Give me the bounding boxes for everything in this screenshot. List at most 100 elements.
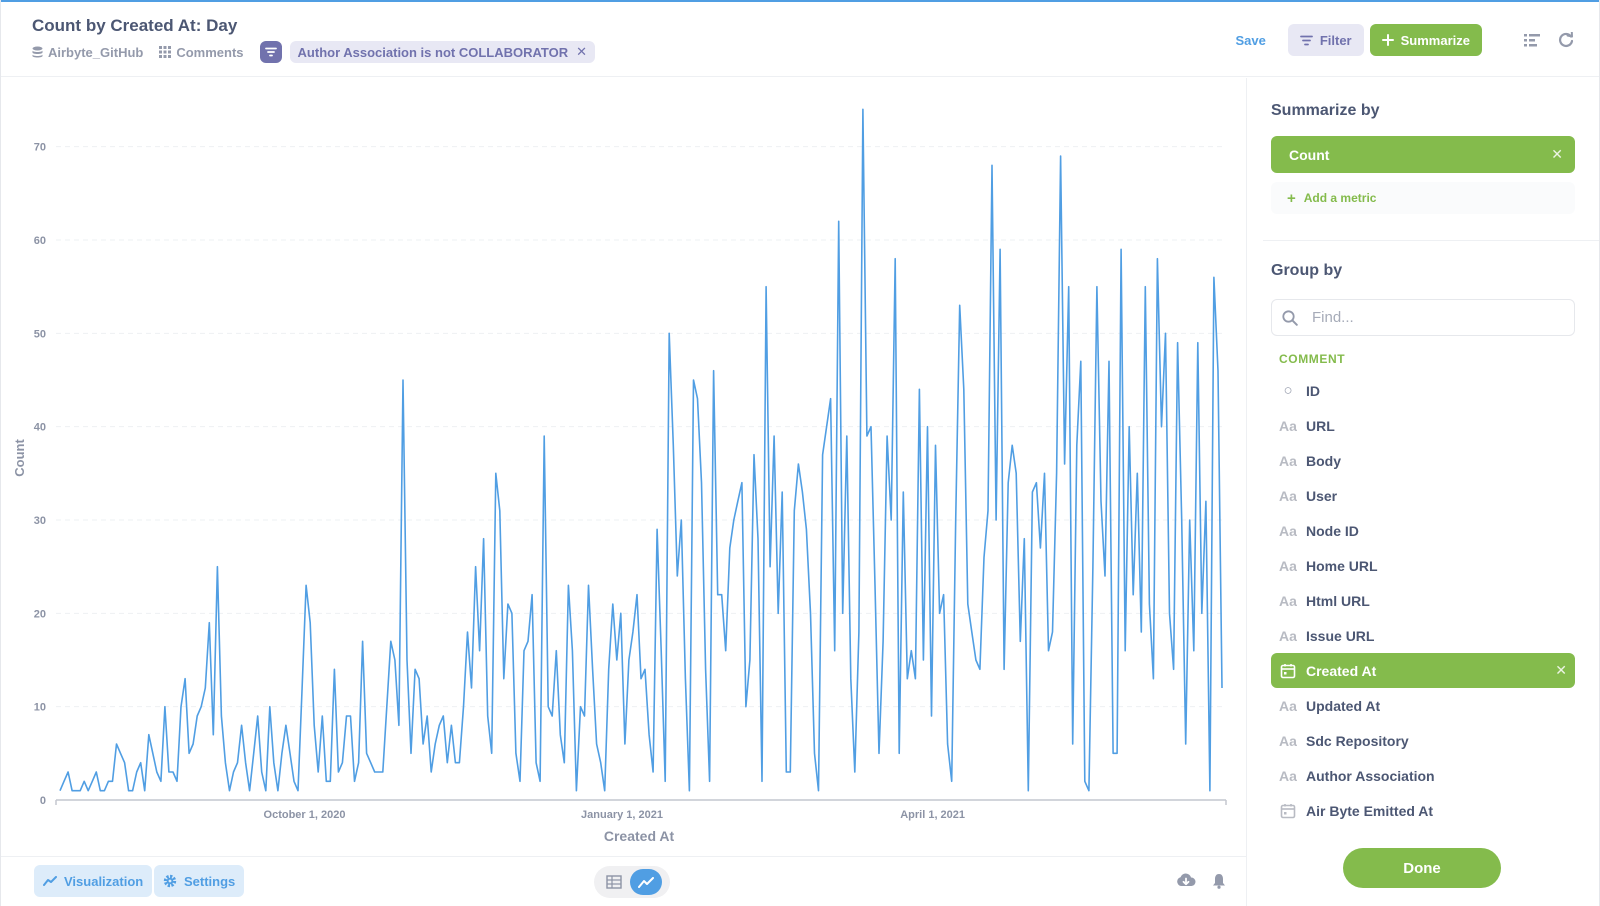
series-line[interactable] bbox=[59, 108, 1223, 792]
column-item-label: Issue URL bbox=[1306, 627, 1375, 644]
text-icon: Aa bbox=[1279, 627, 1297, 644]
column-item-label: Html URL bbox=[1306, 592, 1370, 609]
text-icon: Aa bbox=[1279, 522, 1297, 539]
add-metric-label: Add a metric bbox=[1303, 191, 1377, 205]
line-chart[interactable]: 0 10 20 30 40 50 60 70 October 1, 2020 January 1,… bbox=[0, 78, 1246, 856]
y-tick-label: 0 bbox=[40, 795, 46, 807]
group-search bbox=[1271, 299, 1575, 336]
metric-count[interactable]: Count ✕ bbox=[1271, 136, 1575, 173]
filter-button[interactable]: Filter bbox=[1287, 24, 1364, 56]
column-item-label: Home URL bbox=[1306, 557, 1378, 574]
summarize-button[interactable]: Summarize bbox=[1369, 24, 1482, 56]
y-tick-label: 70 bbox=[34, 142, 46, 154]
divider bbox=[1263, 240, 1599, 241]
column-item[interactable]: Aa Author Association bbox=[1271, 758, 1575, 793]
filter-button-label: Filter bbox=[1319, 32, 1352, 48]
settings-button[interactable]: Settings bbox=[154, 865, 245, 897]
y-tick-label: 10 bbox=[34, 702, 46, 714]
search-input[interactable] bbox=[1312, 309, 1542, 326]
text-icon: Aa bbox=[1279, 557, 1297, 574]
close-icon[interactable]: ✕ bbox=[1555, 662, 1567, 678]
add-metric-button[interactable]: + Add a metric bbox=[1271, 182, 1575, 214]
column-item[interactable]: Created At ✕ bbox=[1271, 653, 1575, 688]
table-group-label: COMMENT bbox=[1279, 352, 1346, 366]
text-icon: Aa bbox=[1279, 417, 1297, 434]
x-tick-label: April 1, 2021 bbox=[900, 809, 965, 821]
y-tick-label: 50 bbox=[34, 328, 46, 340]
calendar-icon bbox=[1279, 803, 1297, 819]
summarize-by-title: Summarize by bbox=[1271, 102, 1380, 119]
calendar-icon bbox=[1279, 663, 1297, 679]
text-icon: Aa bbox=[1279, 452, 1297, 469]
text-icon: Aa bbox=[1279, 487, 1297, 504]
summarize-sidebar: Summarize by Count ✕ + Add a metric Grou… bbox=[1246, 78, 1599, 906]
x-axis-label: Created At bbox=[604, 828, 675, 844]
save-button[interactable]: Save bbox=[1235, 32, 1266, 48]
visualization-button-label: Visualization bbox=[64, 873, 144, 889]
grid-icon bbox=[159, 46, 172, 58]
column-item-label: Created At bbox=[1306, 662, 1377, 679]
x-tick-label: January 1, 2021 bbox=[581, 809, 663, 821]
column-item[interactable]: ○ ID bbox=[1271, 373, 1575, 408]
group-by-title: Group by bbox=[1271, 262, 1343, 279]
gear-icon bbox=[163, 874, 177, 888]
column-item[interactable]: Aa Issue URL bbox=[1271, 618, 1575, 653]
column-item-label: Updated At bbox=[1306, 697, 1381, 714]
line-chart-icon bbox=[43, 876, 57, 886]
column-item-label: ID bbox=[1306, 382, 1320, 399]
breadcrumb: Airbyte_GitHub Comments Author Associati… bbox=[32, 40, 596, 64]
refresh-icon[interactable] bbox=[1558, 32, 1574, 48]
column-item-label: Author Association bbox=[1306, 767, 1435, 784]
column-item[interactable]: Aa URL bbox=[1271, 408, 1575, 443]
column-item[interactable]: Aa Updated At bbox=[1271, 688, 1575, 723]
column-item[interactable]: Aa Sdc Repository bbox=[1271, 723, 1575, 758]
filter-pill-label: Author Association is not COLLABORATOR bbox=[297, 44, 569, 60]
column-item[interactable]: Aa User bbox=[1271, 478, 1575, 513]
visualization-button[interactable]: Visualization bbox=[34, 865, 153, 897]
text-icon: Aa bbox=[1279, 767, 1297, 784]
column-item-label: Body bbox=[1306, 452, 1341, 469]
done-button[interactable]: Done bbox=[1343, 848, 1501, 888]
page-title: Count by Created At: Day bbox=[32, 16, 238, 35]
download-icon[interactable] bbox=[1176, 873, 1196, 889]
column-item[interactable]: Air Byte Emitted At bbox=[1271, 793, 1575, 828]
chart-view-icon[interactable] bbox=[630, 869, 662, 895]
y-tick-label: 40 bbox=[34, 422, 46, 434]
column-item[interactable]: Aa Html URL bbox=[1271, 583, 1575, 618]
column-item-label: URL bbox=[1306, 417, 1335, 434]
settings-button-label: Settings bbox=[184, 873, 236, 889]
y-axis-label: Count bbox=[12, 439, 27, 477]
search-icon bbox=[1282, 309, 1298, 326]
query-footer: Visualization Settings bbox=[0, 856, 1246, 906]
filter-toggle-icon[interactable] bbox=[259, 41, 282, 63]
close-icon[interactable]: ✕ bbox=[1551, 146, 1563, 162]
text-icon: Aa bbox=[1279, 592, 1297, 609]
column-list: ○ ID Aa URL Aa Body Aa User Aa Node ID Aa Home URL A… bbox=[1271, 373, 1575, 828]
breadcrumb-table-label: Comments bbox=[176, 44, 244, 60]
column-item-label: User bbox=[1306, 487, 1338, 504]
circle-icon: ○ bbox=[1283, 382, 1293, 399]
plus-icon bbox=[1381, 34, 1394, 46]
breadcrumb-database[interactable]: Airbyte_GitHub bbox=[32, 45, 143, 60]
summarize-button-label: Summarize bbox=[1400, 32, 1470, 48]
filter-icon bbox=[1299, 35, 1313, 45]
close-icon[interactable]: ✕ bbox=[576, 44, 588, 59]
column-item[interactable]: Aa Node ID bbox=[1271, 513, 1575, 548]
column-item-label: Node ID bbox=[1306, 522, 1359, 539]
table-view-icon[interactable] bbox=[598, 869, 630, 895]
plus-icon: + bbox=[1287, 189, 1296, 207]
y-tick-label: 30 bbox=[34, 515, 46, 527]
column-item[interactable]: Aa Home URL bbox=[1271, 548, 1575, 583]
breadcrumb-table[interactable]: Comments bbox=[159, 44, 244, 60]
filter-pill[interactable]: Author Association is not COLLABORATOR ✕ bbox=[289, 41, 596, 63]
metric-count-label: Count bbox=[1289, 146, 1330, 163]
chart-area: 0 10 20 30 40 50 60 70 October 1, 2020 January 1,… bbox=[0, 78, 1246, 856]
breadcrumb-database-label: Airbyte_GitHub bbox=[48, 44, 144, 60]
y-tick-label: 60 bbox=[34, 235, 46, 247]
column-item[interactable]: Aa Body bbox=[1271, 443, 1575, 478]
column-item-label: Sdc Repository bbox=[1306, 732, 1409, 749]
bell-icon[interactable] bbox=[1212, 873, 1226, 889]
display-toggle bbox=[594, 866, 670, 898]
list-icon[interactable] bbox=[1524, 33, 1540, 47]
query-header: Count by Created At: Day Airbyte_GitHub … bbox=[0, 2, 1600, 77]
